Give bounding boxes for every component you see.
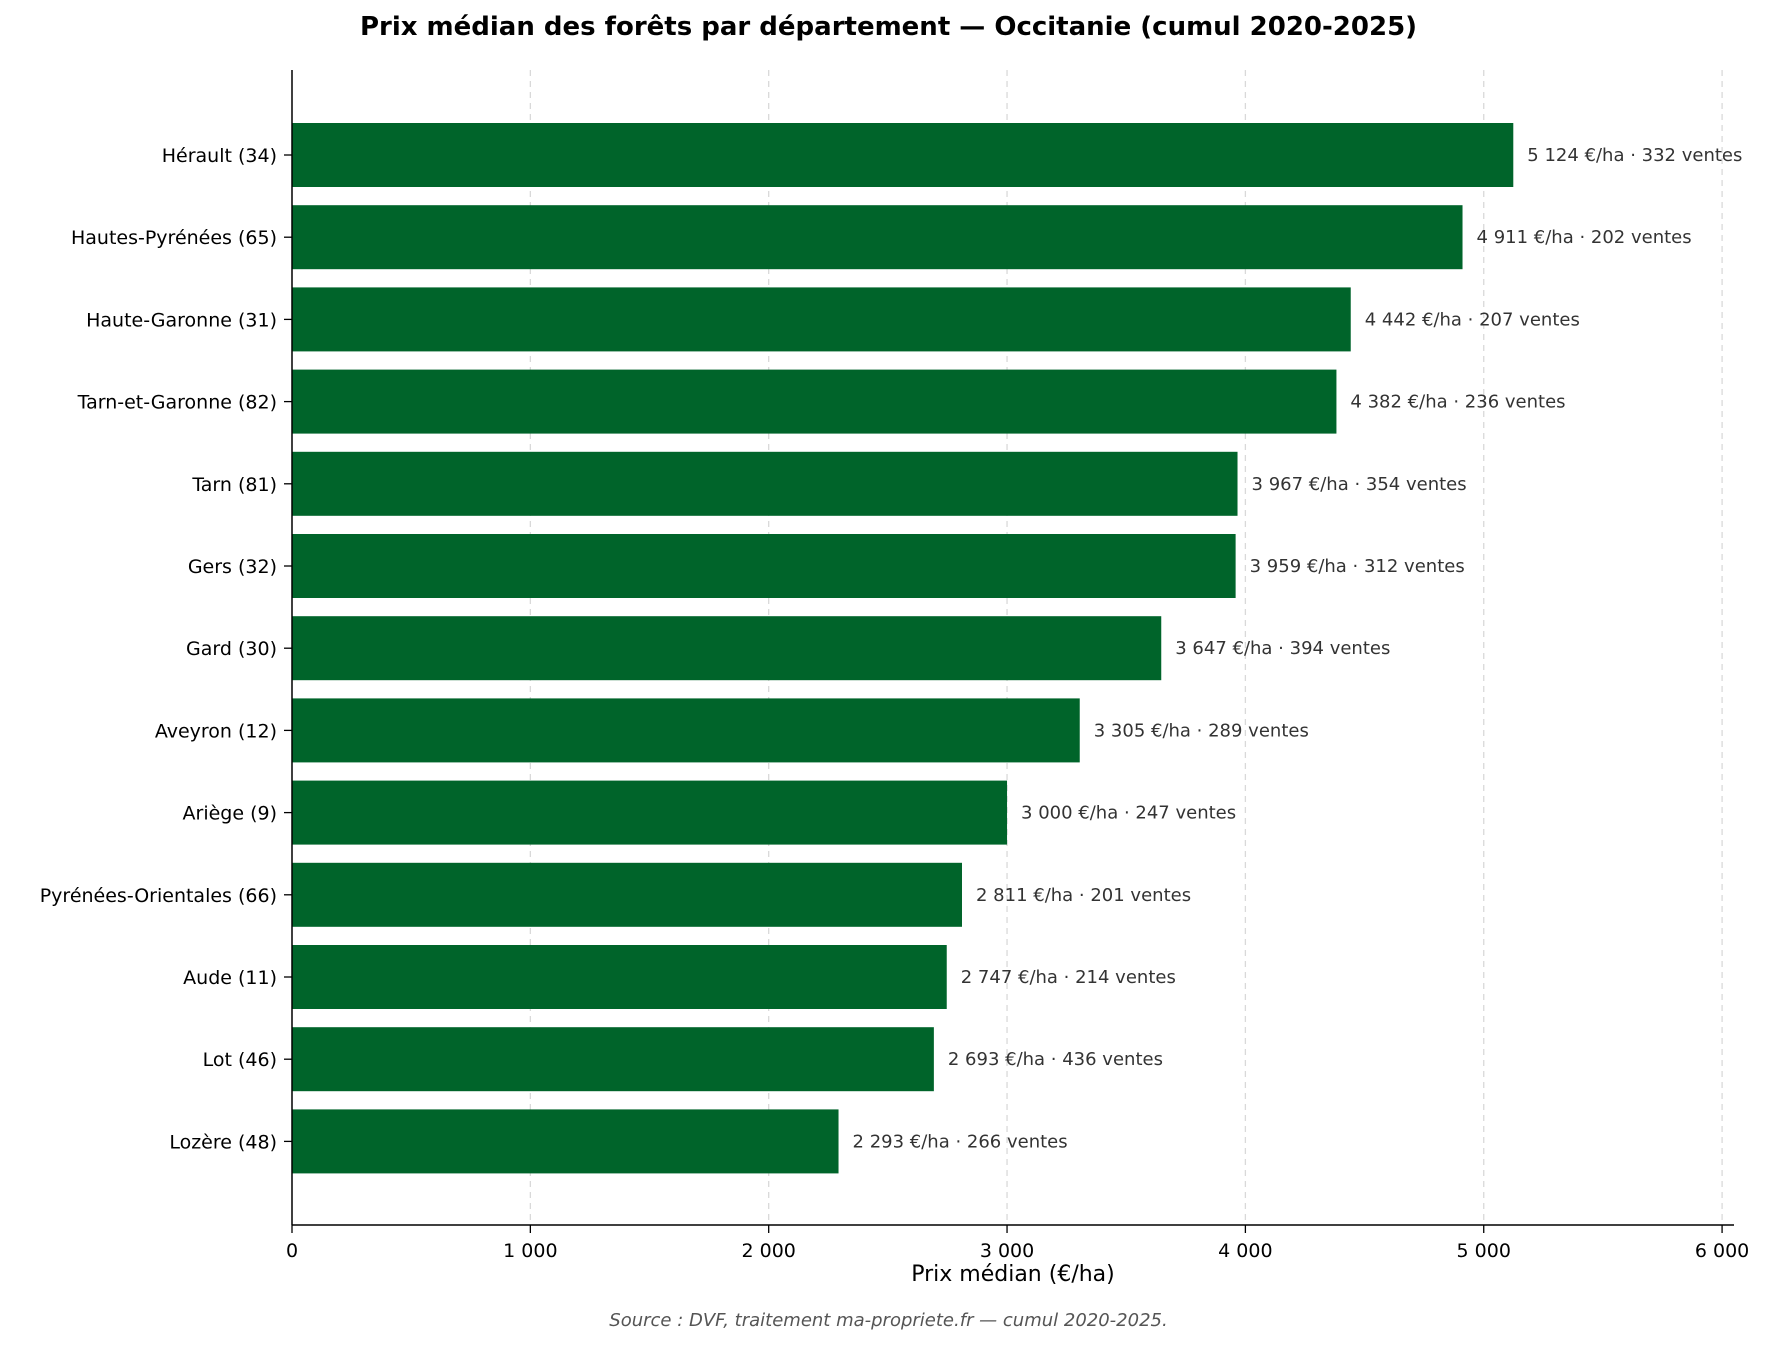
x-tick-label: 3 000 (980, 1240, 1034, 1262)
category-label: Haute-Garonne (31) (86, 309, 277, 331)
bar (292, 123, 1514, 187)
data-label: 2 293 €/ha · 266 ventes (853, 1131, 1068, 1152)
bar (292, 534, 1236, 598)
bar (292, 698, 1080, 763)
category-label: Ariège (9) (183, 803, 277, 825)
source-note: Source : DVF, traitement ma-propriete.fr… (609, 1310, 1168, 1331)
bar (292, 1109, 839, 1174)
data-label: 3 967 €/ha · 354 ventes (1252, 474, 1467, 495)
bar (292, 616, 1162, 681)
category-label: Lozère (48) (169, 1131, 277, 1153)
bar (292, 945, 947, 1009)
category-label: Tarn-et-Garonne (82) (77, 392, 277, 414)
x-tick-label: 2 000 (741, 1240, 795, 1262)
x-tick-label: 5 000 (1457, 1240, 1511, 1262)
bar (292, 287, 1351, 352)
data-label: 4 442 €/ha · 207 ventes (1365, 309, 1580, 330)
bar (292, 862, 962, 927)
x-tick-label: 0 (286, 1240, 298, 1262)
x-tick-label: 4 000 (1218, 1240, 1272, 1262)
data-label: 4 911 €/ha · 202 ventes (1477, 227, 1692, 248)
category-label: Lot (46) (203, 1049, 277, 1071)
category-label: Tarn (81) (191, 474, 277, 496)
bar (292, 451, 1238, 516)
data-label: 3 305 €/ha · 289 ventes (1094, 720, 1309, 741)
axes (284, 70, 1734, 1233)
data-label: 2 747 €/ha · 214 ventes (961, 967, 1176, 988)
data-label: 2 811 €/ha · 201 ventes (976, 885, 1191, 906)
data-label: 3 647 €/ha · 394 ventes (1175, 638, 1390, 659)
category-label: Pyrénées-Orientales (66) (40, 885, 277, 907)
category-label: Gers (32) (188, 556, 277, 578)
x-tick-label: 6 000 (1695, 1240, 1749, 1262)
bar (292, 780, 1008, 845)
data-label: 4 382 €/ha · 236 ventes (1350, 392, 1565, 413)
category-label: Aude (11) (183, 967, 277, 989)
chart-title: Prix médian des forêts par département —… (359, 12, 1418, 42)
category-label: Hautes-Pyrénées (65) (71, 227, 277, 249)
bars (292, 123, 1514, 1174)
data-label: 2 693 €/ha · 436 ventes (948, 1049, 1163, 1070)
bar (292, 369, 1337, 434)
labels: 0 1 000 2 000 3 000 4 000 5 000 6 000 Hérault (… (40, 145, 1750, 1262)
category-label: Gard (30) (186, 638, 277, 660)
data-label: 3 000 €/ha · 247 ventes (1021, 803, 1236, 824)
category-label: Aveyron (12) (155, 720, 277, 742)
bar (292, 1027, 934, 1092)
category-label: Hérault (34) (162, 145, 277, 167)
bar (292, 205, 1463, 270)
x-axis-title: Prix médian (€/ha) (911, 1262, 1115, 1287)
data-label: 5 124 €/ha · 332 ventes (1527, 145, 1742, 166)
x-tick-label: 1 000 (503, 1240, 557, 1262)
data-label: 3 959 €/ha · 312 ventes (1250, 556, 1465, 577)
